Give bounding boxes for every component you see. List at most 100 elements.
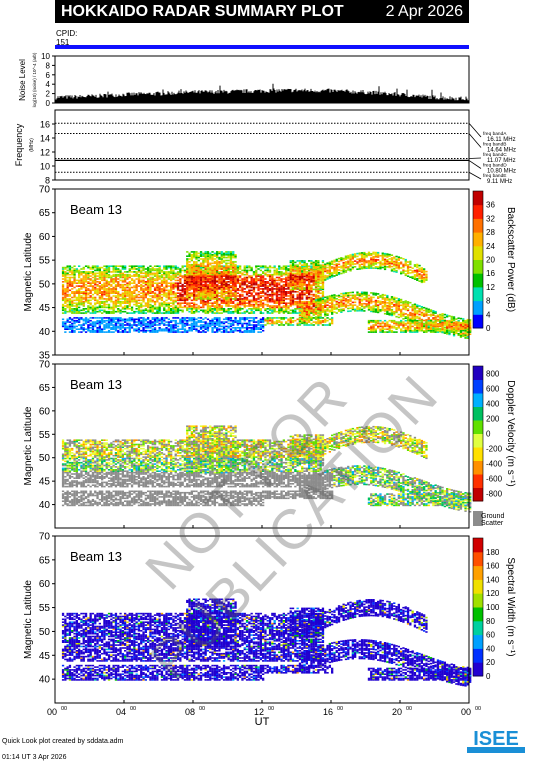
power-data-cell xyxy=(223,310,225,312)
power-data-cell xyxy=(228,290,230,292)
power-data-cell xyxy=(142,280,144,282)
power-data-cell xyxy=(156,285,158,287)
power-data-cell xyxy=(209,290,211,292)
power-data-cell xyxy=(230,298,232,300)
power-data-cell xyxy=(331,309,333,311)
power-data-cell xyxy=(237,280,239,282)
power-data-cell xyxy=(209,271,211,273)
power-data-cell xyxy=(85,275,87,277)
frequency-frame xyxy=(55,110,469,180)
power-data-cell xyxy=(188,292,190,294)
power-data-cell xyxy=(301,297,303,299)
power-data-cell xyxy=(214,268,216,270)
power-data-cell xyxy=(260,301,262,303)
power-data-cell xyxy=(94,282,96,284)
power-data-cell xyxy=(290,283,292,285)
power-data-cell xyxy=(352,295,354,297)
power-data-cell xyxy=(131,292,133,294)
power-data-cell xyxy=(175,273,177,275)
power-data-cell xyxy=(297,273,299,275)
power-data-cell xyxy=(324,324,326,326)
power-data-cell xyxy=(138,282,140,284)
power-data-cell xyxy=(76,270,78,272)
power-data-cell xyxy=(87,285,89,287)
power-data-cell xyxy=(156,297,158,299)
power-data-cell xyxy=(168,305,170,307)
power-data-cell xyxy=(303,292,305,294)
power-data-cell xyxy=(299,301,301,303)
power-data-cell xyxy=(64,290,66,292)
power-data-cell xyxy=(156,295,158,297)
power-data-cell xyxy=(214,331,216,333)
power-data-cell xyxy=(322,294,324,296)
power-data-cell xyxy=(85,292,87,294)
power-data-cell xyxy=(186,281,188,283)
power-data-cell xyxy=(349,260,351,262)
power-data-cell xyxy=(234,328,236,330)
power-data-cell xyxy=(333,275,335,277)
power-data-cell xyxy=(326,271,328,273)
power-data-cell xyxy=(239,320,241,322)
power-data-cell xyxy=(101,319,103,321)
power-data-cell xyxy=(96,265,98,267)
power-data-cell xyxy=(83,312,85,314)
power-data-cell xyxy=(246,310,248,312)
power-data-cell xyxy=(200,307,202,309)
power-data-cell xyxy=(103,304,105,306)
power-data-cell xyxy=(366,303,368,305)
power-data-cell xyxy=(320,271,322,273)
power-data-cell xyxy=(368,295,370,297)
power-data-cell xyxy=(179,307,181,309)
power-data-cell xyxy=(285,292,287,294)
power-data-cell xyxy=(248,267,250,269)
power-data-cell xyxy=(308,279,310,281)
power-data-cell xyxy=(87,305,89,307)
power-data-cell xyxy=(329,300,331,302)
power-data-cell xyxy=(73,294,75,296)
power-data-cell xyxy=(320,282,322,284)
power-data-cell xyxy=(136,302,138,304)
power-data-cell xyxy=(232,264,234,266)
power-data-cell xyxy=(119,324,121,326)
power-data-cell xyxy=(315,286,317,288)
noise-ylabel-sub: log(10) (noise) / 10^-4 (arb) xyxy=(32,52,37,107)
power-data-cell xyxy=(313,280,315,282)
power-data-cell xyxy=(108,330,110,332)
power-data-cell xyxy=(119,302,121,304)
power-data-cell xyxy=(232,324,234,326)
power-data-cell xyxy=(154,308,156,310)
power-data-cell xyxy=(161,294,163,296)
power-data-cell xyxy=(71,330,73,332)
power-data-cell xyxy=(271,290,273,292)
power-data-cell xyxy=(94,280,96,282)
power-data-cell xyxy=(142,300,144,302)
power-data-cell xyxy=(333,299,335,301)
power-data-cell xyxy=(340,311,342,313)
power-data-cell xyxy=(253,308,255,310)
power-data-cell xyxy=(94,274,96,276)
power-data-cell xyxy=(136,275,138,277)
power-data-cell xyxy=(207,270,209,272)
power-data-cell xyxy=(129,270,131,272)
power-data-cell xyxy=(225,251,227,253)
power-data-cell xyxy=(251,275,253,277)
power-data-cell xyxy=(361,252,363,254)
power-data-cell xyxy=(216,264,218,266)
power-data-cell xyxy=(216,287,218,289)
power-data-cell xyxy=(186,275,188,277)
frequency-band-leader xyxy=(469,160,481,168)
power-data-cell xyxy=(308,316,310,318)
power-data-cell xyxy=(200,287,202,289)
power-data-cell xyxy=(301,283,303,285)
power-data-cell xyxy=(271,301,273,303)
power-data-cell xyxy=(198,297,200,299)
power-data-cell xyxy=(280,301,282,303)
power-data-cell xyxy=(260,265,262,267)
power-data-cell xyxy=(361,296,363,298)
power-data-cell xyxy=(78,273,80,275)
power-data-cell xyxy=(359,304,361,306)
power-data-cell xyxy=(310,269,312,271)
power-data-cell xyxy=(232,267,234,269)
power-data-cell xyxy=(129,274,131,276)
power-data-cell xyxy=(193,291,195,293)
